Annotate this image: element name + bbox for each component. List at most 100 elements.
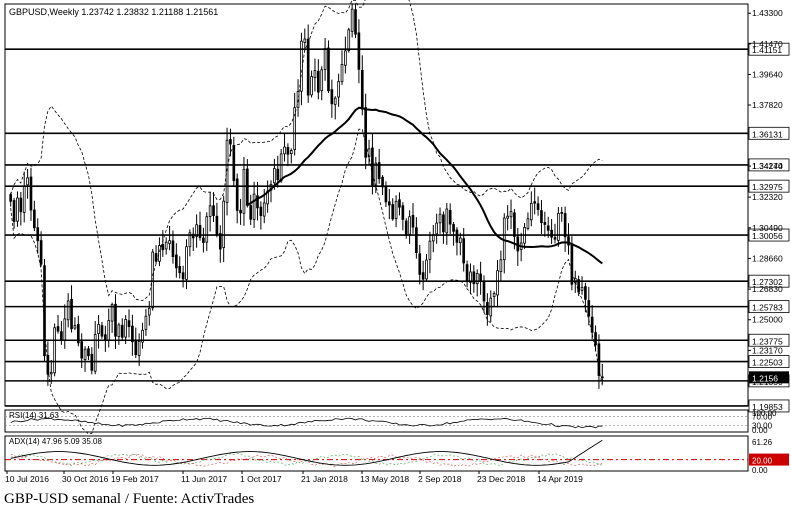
candle-body [452, 224, 455, 232]
level-label: 1.41151 [752, 45, 782, 55]
chart-canvas: 1.41151 1.36131 1.34244 1.32975 1.30056 1.273… [4, 0, 790, 484]
candle-body [120, 324, 124, 338]
candle-body [60, 331, 63, 341]
level-label: 1.36131 [752, 129, 783, 139]
candle-body [323, 48, 327, 70]
candle-body [425, 259, 428, 280]
candle-body [185, 246, 188, 280]
candle-body [100, 325, 104, 337]
candle-body [310, 76, 313, 96]
candle-body [317, 70, 320, 93]
x-axis-label: 23 Dec 2018 [477, 474, 525, 484]
candle-body [171, 240, 175, 257]
candle-body [570, 243, 574, 285]
candle-body [546, 225, 550, 231]
candle-body [557, 212, 560, 241]
price-tick-label: 1.25000 [752, 315, 783, 325]
candle-body [344, 50, 347, 66]
candle-body [600, 376, 604, 379]
x-axis-label: 21 Jan 2018 [301, 474, 348, 484]
candle-body [19, 197, 23, 213]
candle-body [195, 224, 198, 237]
candle-body [553, 237, 557, 240]
candle-body [435, 222, 438, 235]
candle-body [364, 107, 367, 158]
candle-body [330, 89, 334, 105]
candle-body [533, 201, 537, 204]
level-label-box [748, 126, 790, 140]
level-label-box [748, 179, 790, 193]
x-axis-label: 14 Apr 2019 [537, 474, 583, 484]
candle-body [584, 286, 587, 300]
candle-body [286, 147, 290, 155]
candle-body [205, 216, 209, 243]
level-label: 1.34244 [752, 161, 783, 171]
candle-body [144, 315, 148, 330]
candle-body [110, 304, 114, 322]
x-axis-label: 10 Jul 2016 [5, 474, 49, 484]
candle-body [458, 237, 462, 244]
candle-body [222, 200, 226, 248]
candle-body [536, 203, 540, 210]
level-label: 1.32975 [752, 182, 783, 192]
candle-body [208, 205, 212, 217]
candle-body [215, 215, 219, 236]
adx-axis-label: 0.00 [752, 466, 768, 475]
level-label-box [748, 158, 790, 172]
candle-body [168, 240, 171, 244]
candle-body [377, 162, 381, 180]
candle-body [36, 227, 40, 242]
candle-body [526, 218, 530, 229]
gbpusd-weekly-chart: 1.41151 1.36131 1.34244 1.32975 1.30056 1.273… [4, 0, 790, 484]
candle-body [26, 177, 29, 186]
price-tick-label: 1.28660 [752, 253, 783, 263]
candle-body [161, 244, 165, 251]
x-axis-label: 1 Oct 2017 [240, 474, 282, 484]
candle-body [131, 325, 134, 343]
candle-body [141, 329, 144, 343]
level-label: 1.30056 [752, 231, 783, 241]
candle-body [465, 264, 469, 282]
candle-body [550, 229, 553, 238]
candle-body [509, 211, 513, 218]
candle-body [198, 225, 202, 238]
price-tick-label: 1.23170 [752, 345, 783, 355]
candle-body [560, 212, 564, 214]
candle-body [597, 343, 601, 376]
candle-body [340, 64, 344, 83]
candle-body [327, 47, 330, 92]
candle-body [164, 241, 168, 250]
candle-body [114, 303, 117, 337]
candle-body [181, 272, 185, 280]
candle-body [371, 147, 374, 186]
candle-body [73, 325, 77, 329]
candle-body [384, 186, 388, 203]
main-panel-frame [4, 3, 749, 407]
candle-body [540, 210, 543, 223]
candle-body [563, 213, 567, 238]
candle-body [333, 97, 337, 105]
candle-body [16, 197, 19, 222]
candle-body [411, 214, 415, 228]
candle-body [83, 348, 87, 361]
candle-body [218, 233, 222, 250]
candle-body [367, 148, 371, 158]
candle-body [12, 200, 16, 222]
bollinger-lower-band [10, 128, 603, 435]
candle-body [337, 81, 340, 98]
candle-body [415, 227, 418, 253]
candle-body [117, 324, 121, 337]
candle-body [499, 259, 503, 273]
rsi-axis-label: 100.00 [752, 409, 777, 418]
x-axis-label: 13 May 2018 [360, 474, 409, 484]
level-label-box [748, 42, 790, 56]
level-label-box [748, 300, 790, 314]
level-label-box [748, 228, 790, 242]
candle-body [97, 324, 100, 334]
candle-body [188, 232, 192, 248]
current-price-label: 1.2156 [752, 373, 778, 383]
candle-body [590, 316, 594, 333]
candle-body [469, 271, 472, 283]
price-tick-label: 1.43300 [752, 8, 783, 18]
candle-body [178, 266, 182, 274]
